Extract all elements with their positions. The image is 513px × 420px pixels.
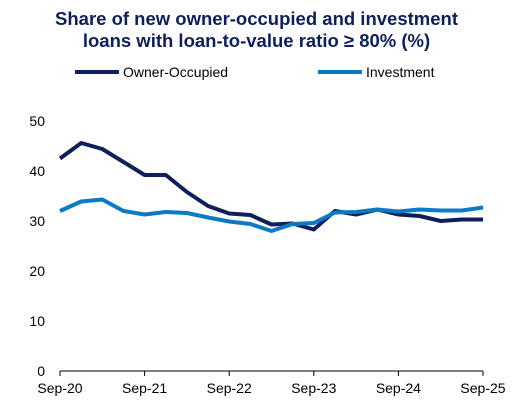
series-line-owner-occupied xyxy=(58,141,483,232)
y-tick-label: 50 xyxy=(29,113,45,129)
legend-swatch-owner-occupied xyxy=(75,70,119,74)
y-tick-label: 10 xyxy=(29,313,45,329)
axes-layer xyxy=(59,370,484,376)
y-tick-label: 40 xyxy=(29,163,45,179)
x-tick-label: Sep-24 xyxy=(376,380,421,396)
y-tick-label: 0 xyxy=(37,363,45,379)
legend-swatch-investment xyxy=(318,70,362,74)
y-tick-label: 20 xyxy=(29,263,45,279)
series-layer xyxy=(58,141,484,233)
x-tick-label: Sep-22 xyxy=(207,380,252,396)
series-line-investment xyxy=(59,197,484,233)
chart-title-line-2: loans with loan-to-value ratio ≥ 80% (%) xyxy=(82,30,431,51)
x-tick-label: Sep-25 xyxy=(460,380,505,396)
legend-item-owner-occupied: Owner-Occupied xyxy=(75,62,228,82)
legend-label-investment: Investment xyxy=(366,64,435,80)
y-tick-label: 30 xyxy=(29,213,45,229)
x-tick-label: Sep-20 xyxy=(37,380,82,396)
chart-legend: Owner-Occupied Investment xyxy=(0,62,513,82)
tick-labels-layer: Sep-20 Sep-21 Sep-22 Sep-23 Sep-24 Sep-25 0 10 2… xyxy=(29,113,505,396)
x-tick-label: Sep-21 xyxy=(122,380,167,396)
x-tick-label: Sep-23 xyxy=(291,380,336,396)
chart-title-line-1: Share of new owner-occupied and investme… xyxy=(55,8,458,29)
legend-label-owner-occupied: Owner-Occupied xyxy=(123,64,229,80)
chart-title: Share of new owner-occupied and investme… xyxy=(0,8,513,52)
legend-item-investment: Investment xyxy=(318,62,434,82)
